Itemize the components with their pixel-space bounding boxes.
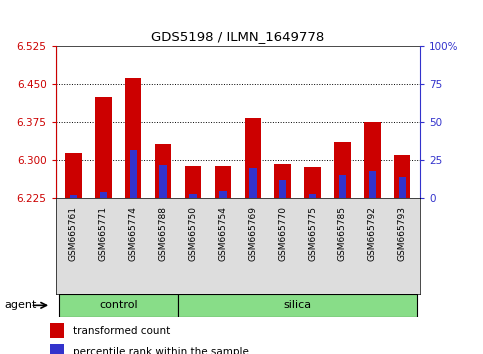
Text: GSM665793: GSM665793	[398, 206, 407, 261]
Bar	[178, 294, 417, 317]
Text: GSM665775: GSM665775	[308, 206, 317, 261]
Bar	[249, 168, 256, 198]
Bar	[244, 118, 261, 198]
Text: GSM665761: GSM665761	[69, 206, 78, 261]
Bar	[339, 176, 346, 198]
Bar	[50, 344, 64, 354]
Bar	[95, 97, 112, 198]
Text: silica: silica	[284, 300, 312, 310]
Bar	[215, 166, 231, 198]
Text: GSM665770: GSM665770	[278, 206, 287, 261]
Bar	[185, 166, 201, 198]
Bar	[125, 78, 142, 198]
Text: control: control	[99, 300, 138, 310]
Text: GSM665788: GSM665788	[158, 206, 168, 261]
Text: GSM665774: GSM665774	[129, 206, 138, 261]
Bar	[304, 167, 321, 198]
Bar	[65, 153, 82, 198]
Bar	[394, 155, 411, 198]
Bar	[58, 294, 178, 317]
Text: GSM665792: GSM665792	[368, 206, 377, 261]
Text: transformed count: transformed count	[73, 326, 170, 336]
Text: GSM665771: GSM665771	[99, 206, 108, 261]
Text: percentile rank within the sample: percentile rank within the sample	[73, 347, 249, 354]
Bar	[398, 177, 406, 198]
Bar	[334, 142, 351, 198]
Bar	[50, 323, 64, 338]
Bar	[279, 180, 286, 198]
Bar	[364, 122, 381, 198]
Text: GSM665750: GSM665750	[188, 206, 198, 261]
Bar	[99, 192, 107, 198]
Text: GSM665785: GSM665785	[338, 206, 347, 261]
Bar	[219, 191, 227, 198]
Bar	[70, 195, 77, 198]
Bar	[369, 171, 376, 198]
Title: GDS5198 / ILMN_1649778: GDS5198 / ILMN_1649778	[151, 30, 325, 44]
Bar	[155, 144, 171, 198]
Text: agent: agent	[4, 300, 37, 310]
Bar	[129, 149, 137, 198]
Bar	[189, 194, 197, 198]
Bar	[274, 164, 291, 198]
Text: GSM665754: GSM665754	[218, 206, 227, 261]
Bar	[159, 165, 167, 198]
Text: GSM665769: GSM665769	[248, 206, 257, 261]
Bar	[309, 194, 316, 198]
